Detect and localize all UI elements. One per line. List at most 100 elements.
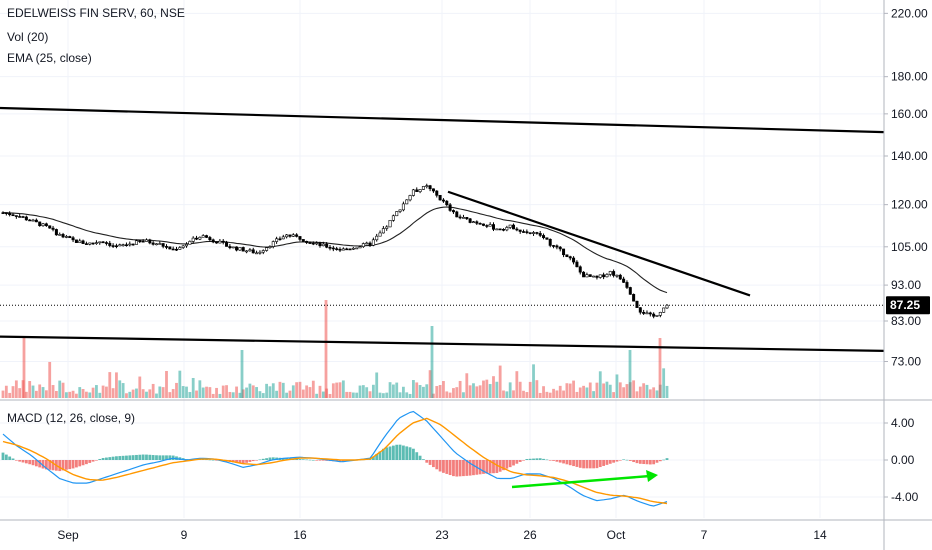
- candle-up: [395, 211, 399, 217]
- macd-hist-neg: [575, 460, 579, 467]
- macd-hist-neg: [632, 460, 636, 463]
- macd-hist-neg: [255, 460, 258, 461]
- macd-hist-neg: [465, 460, 469, 476]
- volume-bar-down: [11, 386, 15, 398]
- macd-hist-pos: [408, 447, 412, 460]
- candle-down: [502, 228, 506, 231]
- volume-bar-up: [422, 386, 425, 398]
- candle-down: [652, 313, 656, 317]
- candle-up: [605, 274, 609, 278]
- macd-hist-neg: [251, 460, 255, 462]
- macd-hist-neg: [34, 460, 38, 467]
- candle-up: [144, 239, 148, 242]
- time-tick-label: 26: [523, 528, 537, 542]
- volume-bar-up: [271, 383, 275, 398]
- macd-hist-pos: [141, 454, 145, 460]
- candle-down: [335, 248, 339, 250]
- volume-bar-up: [231, 392, 235, 398]
- volume-bar-up: [145, 391, 148, 398]
- candle-up: [398, 209, 402, 212]
- candle-down: [211, 239, 215, 243]
- candle-down: [468, 218, 472, 223]
- macd-hist-pos: [138, 454, 142, 460]
- macd-hist-pos: [8, 456, 12, 460]
- candle-down: [345, 248, 349, 251]
- macd-hist-neg: [472, 460, 475, 476]
- volume-legend[interactable]: Vol (20): [7, 30, 49, 44]
- macd-hist-neg: [318, 460, 322, 461]
- macd-hist-pos: [4, 454, 8, 460]
- volume-bar-up: [462, 392, 465, 398]
- macd-hist-pos: [381, 448, 385, 460]
- volume-bar-up: [158, 386, 162, 398]
- candle-up: [245, 250, 249, 253]
- volume-bar-up: [488, 384, 492, 398]
- volume-bar-up: [378, 392, 382, 398]
- macd-hist-pos: [145, 454, 148, 460]
- trendlines: [0, 106, 885, 352]
- volume-bar-down: [648, 389, 652, 398]
- macd-hist-neg: [558, 460, 562, 463]
- volume-bar-down: [81, 389, 85, 398]
- macd-hist-pos: [121, 455, 125, 460]
- volume-bar-down: [335, 382, 339, 398]
- volume-bar-down: [448, 392, 452, 398]
- candle-down: [111, 245, 115, 247]
- candle-up: [258, 251, 262, 254]
- volume-bar-down: [492, 376, 495, 398]
- candle-down: [458, 216, 462, 219]
- macd-hist-neg: [612, 460, 616, 463]
- symbol-title[interactable]: EDELWEISS FIN SERV, 60, NSE: [7, 6, 185, 20]
- volume-bar-up: [178, 370, 182, 398]
- volume-bar-down: [235, 386, 238, 398]
- volume-bar-up: [218, 393, 222, 398]
- candle-down: [74, 239, 78, 243]
- macd-hist-neg: [642, 460, 646, 465]
- macd-hist-pos: [165, 455, 168, 460]
- time-tick-label: Oct: [607, 528, 626, 542]
- candle-down: [441, 199, 445, 202]
- macd-hist-pos: [398, 444, 402, 460]
- ema-legend[interactable]: EMA (25, close): [7, 51, 92, 65]
- volume-bar-up: [258, 391, 262, 398]
- volume-bar-down: [632, 380, 636, 398]
- macd-hist-neg: [14, 460, 18, 461]
- candle-up: [408, 195, 412, 201]
- candle-up: [608, 271, 612, 275]
- macd-hist-neg: [28, 460, 32, 465]
- volume-bar-up: [355, 392, 359, 398]
- candle-up: [158, 243, 162, 245]
- lower-channel-line: [0, 335, 885, 352]
- candle-up: [41, 223, 45, 227]
- price-tick-label: 160.00: [891, 107, 928, 121]
- candle-down: [558, 246, 562, 250]
- candle-down: [228, 246, 232, 249]
- macd-hist-neg: [442, 460, 445, 473]
- volume-bar-down: [625, 384, 629, 398]
- volume-bar-down: [542, 386, 545, 398]
- macd-hist-neg: [31, 460, 35, 466]
- macd-hist-neg: [605, 460, 609, 465]
- volume-bar-up: [358, 385, 362, 398]
- candle-down: [515, 228, 519, 231]
- macd-hist-neg: [452, 460, 455, 477]
- volume-bar-up: [155, 393, 158, 398]
- volume-bar-down: [438, 385, 442, 398]
- macd-hist-pos: [532, 458, 535, 460]
- volume-bar-up: [532, 364, 535, 398]
- candle-up: [411, 189, 415, 196]
- macd-hist-pos: [625, 459, 629, 461]
- volume-bar-down: [1, 390, 5, 398]
- candle-down: [325, 243, 329, 248]
- volume-bar-down: [288, 390, 292, 398]
- macd-hist-neg: [341, 460, 345, 462]
- volume-bar-down: [71, 390, 75, 398]
- time-tick-label: 14: [813, 528, 827, 542]
- macd-hist-pos: [161, 455, 165, 460]
- candle-down: [114, 245, 118, 248]
- macd-legend[interactable]: MACD (12, 26, close, 9): [7, 411, 136, 425]
- candle-down: [215, 241, 219, 244]
- macd-hist-neg: [64, 460, 68, 470]
- candle-up: [181, 245, 185, 248]
